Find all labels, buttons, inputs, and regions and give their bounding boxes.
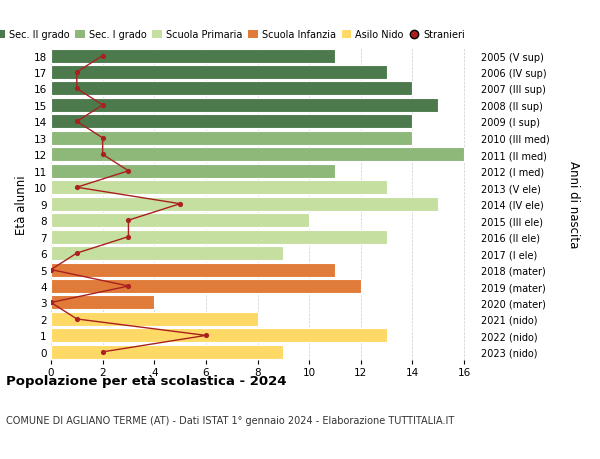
Bar xyxy=(51,230,386,244)
Bar xyxy=(51,329,386,343)
Bar xyxy=(51,66,386,80)
Bar xyxy=(51,115,412,129)
Point xyxy=(72,184,82,191)
Bar xyxy=(51,132,412,146)
Bar xyxy=(51,164,335,179)
Y-axis label: Anni di nascita: Anni di nascita xyxy=(566,161,580,248)
Bar xyxy=(51,148,464,162)
Bar xyxy=(51,50,335,63)
Legend: Sec. II grado, Sec. I grado, Scuola Primaria, Scuola Infanzia, Asilo Nido, Stran: Sec. II grado, Sec. I grado, Scuola Prim… xyxy=(0,30,465,40)
Bar xyxy=(51,214,309,228)
Bar xyxy=(51,345,283,359)
Point xyxy=(124,234,133,241)
Point xyxy=(98,151,107,159)
Text: Popolazione per età scolastica - 2024: Popolazione per età scolastica - 2024 xyxy=(6,374,287,387)
Text: COMUNE DI AGLIANO TERME (AT) - Dati ISTAT 1° gennaio 2024 - Elaborazione TUTTITA: COMUNE DI AGLIANO TERME (AT) - Dati ISTA… xyxy=(6,415,454,425)
Point xyxy=(98,348,107,356)
Bar xyxy=(51,197,438,211)
Point xyxy=(98,135,107,142)
Bar xyxy=(51,181,386,195)
Bar xyxy=(51,82,412,96)
Point xyxy=(98,53,107,60)
Point xyxy=(46,299,56,307)
Bar xyxy=(51,280,361,293)
Point xyxy=(72,316,82,323)
Point xyxy=(175,201,185,208)
Point xyxy=(72,118,82,126)
Bar xyxy=(51,296,154,310)
Bar xyxy=(51,263,335,277)
Point xyxy=(46,266,56,274)
Bar xyxy=(51,246,283,261)
Point xyxy=(124,168,133,175)
Point xyxy=(72,250,82,257)
Point xyxy=(124,283,133,290)
Point xyxy=(98,102,107,109)
Bar xyxy=(51,99,438,112)
Point xyxy=(124,217,133,224)
Point xyxy=(201,332,211,339)
Bar xyxy=(51,312,257,326)
Point xyxy=(72,85,82,93)
Point xyxy=(72,69,82,77)
Y-axis label: Età alunni: Età alunni xyxy=(15,174,28,234)
